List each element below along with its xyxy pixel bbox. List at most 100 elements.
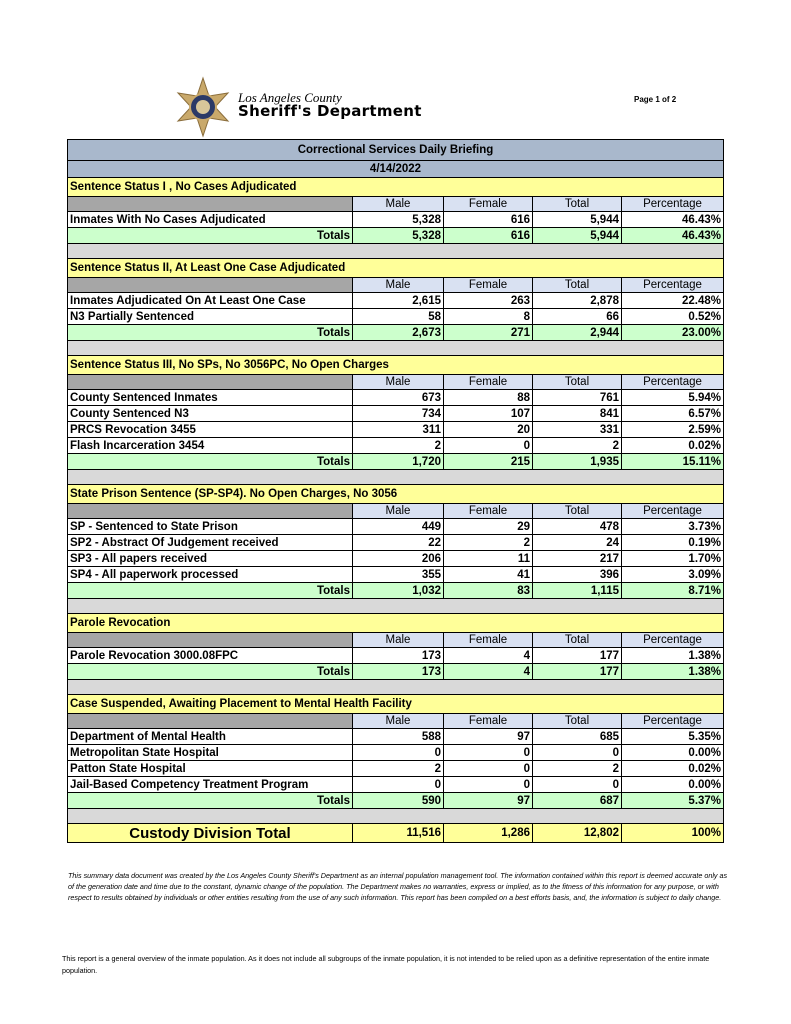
row-value: 616 — [443, 211, 533, 228]
section-title: Sentence Status III, No SPs, No 3056PC, … — [66, 355, 725, 375]
spacer-row — [66, 679, 725, 695]
row-value: 734 — [352, 405, 444, 422]
row-value: 2,878 — [532, 292, 622, 309]
row-value: 588 — [352, 728, 444, 745]
custody-total-value: 100% — [620, 823, 725, 843]
column-header: Percentage — [620, 196, 725, 212]
row-label: Inmates Adjudicated On At Least One Case — [67, 292, 353, 309]
table-row: Department of Mental Health 588 97 685 5.35% — [67, 728, 725, 745]
totals-label: Totals — [67, 663, 353, 680]
column-header-row: Male Female Total Percentage — [67, 632, 725, 648]
totals-value: 97 — [443, 792, 533, 809]
custody-total-label: Custody Division Total — [67, 823, 353, 843]
totals-label: Totals — [67, 453, 353, 470]
table-row: SP2 - Abstract Of Judgement received 22 2 2… — [67, 534, 725, 551]
row-value: 66 — [532, 308, 622, 325]
totals-value: 177 — [532, 663, 622, 680]
row-value: 217 — [532, 550, 622, 567]
blank-cell — [67, 277, 353, 293]
section-header: Sentence Status II, At Least One Case Ad… — [66, 258, 725, 278]
briefing-table: Correctional Services Daily Briefing 4/1… — [66, 139, 725, 843]
totals-row: Totals 5,328 616 5,944 46.43% — [67, 227, 725, 244]
column-header: Percentage — [620, 632, 725, 648]
column-header: Total — [532, 713, 622, 729]
row-value: 11 — [443, 550, 533, 567]
disclaimer-secondary: This report is a general overview of the… — [62, 954, 710, 975]
row-value: 0 — [532, 776, 622, 793]
column-header: Total — [532, 374, 622, 390]
row-value: 2 — [443, 534, 533, 551]
custody-total-row: Custody Division Total 11,516 1,286 12,802 1… — [67, 823, 725, 843]
logo-line2: Sheriff's Department — [238, 102, 422, 120]
row-label: Patton State Hospital — [67, 760, 353, 777]
column-header-row: Male Female Total Percentage — [67, 196, 725, 212]
row-value: 761 — [532, 389, 622, 406]
row-value: 58 — [352, 308, 444, 325]
column-header-row: Male Female Total Percentage — [67, 277, 725, 293]
column-header: Total — [532, 503, 622, 519]
report-date: 4/14/2022 — [66, 160, 725, 178]
spacer — [66, 469, 725, 485]
row-value: 177 — [532, 647, 622, 664]
spacer-row — [66, 469, 725, 485]
column-header-row: Male Female Total Percentage — [67, 503, 725, 519]
row-value: 1.38% — [620, 647, 725, 664]
section-title: Sentence Status I , No Cases Adjudicated — [66, 177, 725, 197]
row-value: 46.43% — [620, 211, 725, 228]
section-header: Sentence Status III, No SPs, No 3056PC, … — [66, 355, 725, 375]
row-label: Parole Revocation 3000.08FPC — [67, 647, 353, 664]
row-label: Metropolitan State Hospital — [67, 744, 353, 761]
column-header: Female — [443, 503, 533, 519]
row-value: 173 — [352, 647, 444, 664]
logo-line1: Los Angeles County — [238, 90, 342, 105]
totals-row: Totals 1,720 215 1,935 15.11% — [67, 453, 725, 470]
totals-label: Totals — [67, 792, 353, 809]
column-header: Total — [532, 196, 622, 212]
blank-cell — [67, 374, 353, 390]
totals-row: Totals 1,032 83 1,115 8.71% — [67, 582, 725, 599]
row-value: 478 — [532, 518, 622, 535]
row-value: 22 — [352, 534, 444, 551]
totals-value: 271 — [443, 324, 533, 341]
column-header: Percentage — [620, 277, 725, 293]
row-value: 0 — [443, 760, 533, 777]
row-label: Flash Incarceration 3454 — [67, 437, 353, 454]
totals-value: 15.11% — [620, 453, 725, 470]
row-value: 841 — [532, 405, 622, 422]
table-row: PRCS Revocation 3455 311 20 331 2.59% — [67, 421, 725, 438]
row-value: 311 — [352, 421, 444, 438]
row-label: SP3 - All papers received — [67, 550, 353, 567]
totals-value: 2,944 — [532, 324, 622, 341]
table-row: Inmates With No Cases Adjudicated 5,328 61… — [67, 211, 725, 228]
totals-row: Totals 2,673 271 2,944 23.00% — [67, 324, 725, 341]
blank-cell — [67, 196, 353, 212]
column-header: Male — [352, 374, 444, 390]
table-row: SP3 - All papers received 206 11 217 1.70% — [67, 550, 725, 567]
column-header: Female — [443, 713, 533, 729]
totals-value: 1.38% — [620, 663, 725, 680]
totals-value: 5,944 — [532, 227, 622, 244]
row-value: 1.70% — [620, 550, 725, 567]
row-value: 107 — [443, 405, 533, 422]
column-header: Male — [352, 713, 444, 729]
row-value: 396 — [532, 566, 622, 583]
row-value: 449 — [352, 518, 444, 535]
row-value: 0.19% — [620, 534, 725, 551]
totals-value: 1,935 — [532, 453, 622, 470]
row-value: 2 — [352, 760, 444, 777]
column-header: Male — [352, 277, 444, 293]
column-header: Total — [532, 277, 622, 293]
spacer-row — [66, 598, 725, 614]
totals-label: Totals — [67, 227, 353, 244]
column-header-row: Male Female Total Percentage — [67, 374, 725, 390]
table-row: Jail-Based Competency Treatment Program 0… — [67, 776, 725, 793]
spacer — [66, 340, 725, 356]
spacer — [66, 679, 725, 695]
section-header: State Prison Sentence (SP-SP4). No Open … — [66, 484, 725, 504]
custody-total-value: 12,802 — [532, 823, 622, 843]
spacer-row — [66, 340, 725, 356]
row-value: 20 — [443, 421, 533, 438]
spacer-row — [66, 243, 725, 259]
row-value: 3.73% — [620, 518, 725, 535]
